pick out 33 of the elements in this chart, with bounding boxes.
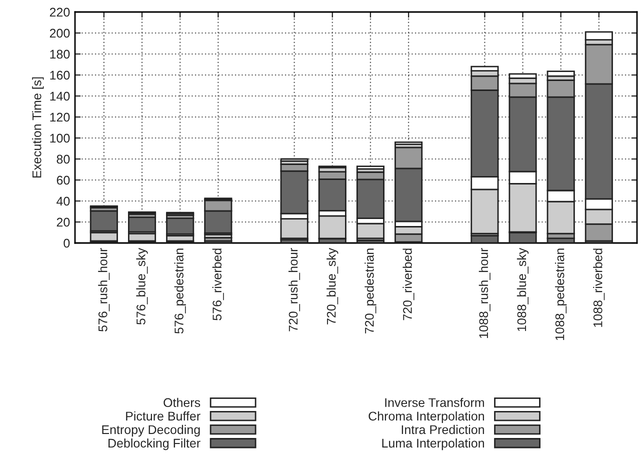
y-axis-title: Execution Time [s] — [32, 77, 44, 178]
x-tick-label: 720_rush_hour — [288, 248, 300, 332]
y-tick-label: 200 — [50, 28, 70, 38]
y-tick-label: 60 — [56, 176, 70, 185]
y-tick-label: 100 — [50, 134, 70, 143]
x-tick-label: 576_rush_hour — [98, 248, 110, 332]
y-tick-label: 220 — [50, 8, 70, 17]
x-tick-label: 720_riverbed — [402, 248, 414, 320]
legend-label: Inverse Transform — [385, 398, 484, 408]
x-tick-label: 720_blue_sky — [326, 248, 338, 324]
y-tick-label: 20 — [56, 218, 70, 227]
x-tick-label: 576_blue_sky — [136, 248, 148, 324]
x-tick-label: 576_pedestrian — [174, 248, 186, 334]
legend-label: Others — [164, 398, 200, 408]
legend-label: Intra Prediction — [402, 424, 484, 434]
legend-label: Chroma Interpolation — [368, 411, 484, 424]
x-tick-label: 1088_riverbed — [593, 248, 605, 327]
x-tick-label: 720_pedestrian — [364, 248, 376, 334]
legend-label: Luma Interpolation — [382, 438, 484, 450]
y-tick-label: 0 — [64, 238, 70, 248]
y-tick-label: 180 — [50, 50, 70, 59]
y-tick-label: 80 — [56, 154, 70, 164]
x-tick-label: 1088_rush_hour — [478, 248, 490, 338]
y-tick-label: 40 — [56, 196, 70, 206]
x-tick-label: 576_riverbed — [212, 248, 224, 320]
y-tick-label: 140 — [50, 92, 70, 101]
legend-label: Entropy Decoding — [102, 424, 200, 437]
x-tick-label: 1088_pedestrian — [555, 248, 567, 340]
legend-label: Deblocking Filter — [108, 438, 200, 450]
y-tick-label: 160 — [50, 70, 70, 80]
legend-label: Picture Buffer — [126, 411, 200, 421]
x-tick-label: 1088_blue_sky — [516, 248, 529, 331]
y-tick-label: 120 — [50, 112, 70, 122]
